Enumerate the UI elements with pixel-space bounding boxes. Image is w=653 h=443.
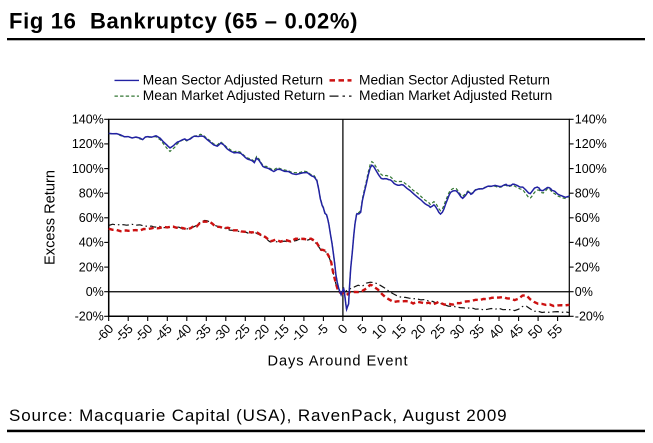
svg-text:20%: 20% (575, 260, 600, 274)
svg-text:Median Sector Adjusted Return: Median Sector Adjusted Return (359, 73, 550, 88)
svg-text:100%: 100% (72, 162, 104, 176)
svg-text:40%: 40% (79, 236, 104, 250)
svg-text:60%: 60% (575, 211, 600, 225)
svg-text:80%: 80% (79, 187, 104, 201)
svg-text:120%: 120% (575, 137, 607, 151)
svg-text:0%: 0% (86, 285, 104, 299)
svg-text:60%: 60% (79, 211, 104, 225)
svg-text:140%: 140% (575, 113, 607, 127)
svg-text:Fig 16 Bankruptcy (65 – 0.02%: Fig 16 Bankruptcy (65 – 0.02%) (9, 9, 358, 34)
svg-text:Excess Return: Excess Return (43, 170, 59, 265)
svg-text:120%: 120% (72, 137, 104, 151)
svg-text:Days Around Event: Days Around Event (267, 354, 408, 370)
svg-text:80%: 80% (575, 187, 600, 201)
svg-text:20%: 20% (79, 260, 104, 274)
svg-text:140%: 140% (72, 113, 104, 127)
svg-text:Median Market Adjusted Return: Median Market Adjusted Return (359, 88, 552, 103)
svg-text:-20%: -20% (575, 310, 604, 324)
svg-text:Mean Sector Adjusted Return: Mean Sector Adjusted Return (143, 73, 323, 88)
svg-text:Mean Market Adjusted Return: Mean Market Adjusted Return (143, 88, 326, 103)
svg-text:40%: 40% (575, 236, 600, 250)
svg-text:0%: 0% (575, 285, 593, 299)
svg-text:100%: 100% (575, 162, 607, 176)
svg-text:Source: Macquarie Capital (USA: Source: Macquarie Capital (USA), RavenPa… (9, 406, 507, 425)
svg-text:-20%: -20% (75, 310, 104, 324)
